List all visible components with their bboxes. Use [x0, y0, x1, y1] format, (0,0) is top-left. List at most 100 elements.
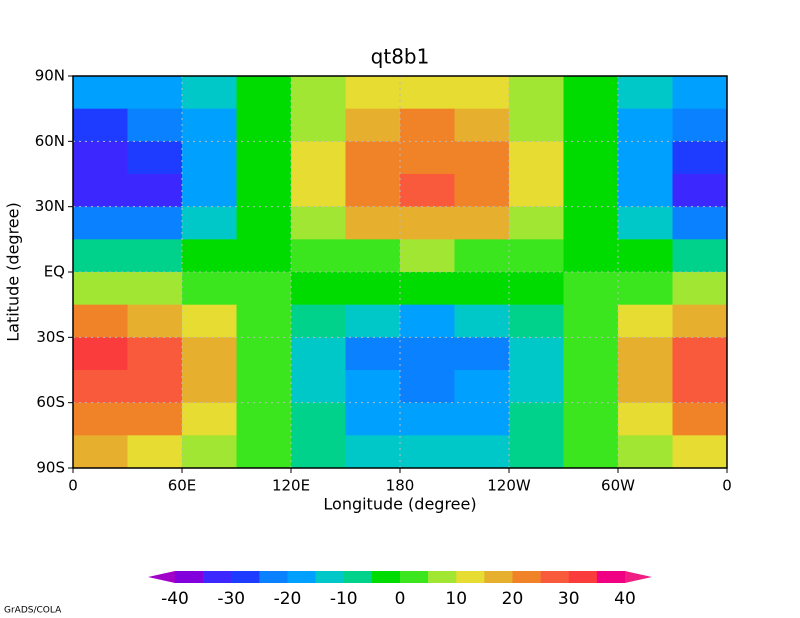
- contour-cell: [73, 76, 128, 110]
- contour-cell: [127, 108, 183, 142]
- colorbar-box: [484, 571, 513, 583]
- x-axis-label: Longitude (degree): [323, 495, 476, 514]
- contour-cell: [236, 206, 292, 240]
- contour-cell: [618, 174, 673, 208]
- contour-cell: [73, 206, 128, 240]
- contour-cell: [509, 304, 564, 338]
- contour-cell: [236, 141, 292, 175]
- y-tick-label: 30S: [36, 328, 65, 346]
- contour-cell: [73, 337, 128, 371]
- contour-cell: [73, 174, 128, 208]
- contour-cell: [345, 141, 401, 175]
- colorbar-triangle: [625, 571, 652, 583]
- colorbar-box: [175, 571, 204, 583]
- chart-title: qt8b1: [371, 45, 430, 69]
- colorbar-label: 20: [502, 589, 524, 609]
- contour-cell: [291, 76, 346, 110]
- colorbar-label: -20: [274, 589, 302, 609]
- contour-cell: [182, 239, 237, 273]
- contour-cell: [454, 337, 510, 371]
- contour-cell: [400, 337, 455, 371]
- contour-cell: [291, 141, 346, 175]
- contour-cell: [400, 206, 455, 240]
- contour-cell: [563, 239, 619, 273]
- contour-cell: [454, 304, 510, 338]
- contour-cell: [345, 108, 401, 142]
- x-tick-label: 120E: [272, 477, 310, 495]
- contour-cell: [618, 272, 673, 306]
- contour-cell: [563, 108, 619, 142]
- y-tick-label: 60S: [36, 393, 65, 411]
- contour-cell: [291, 435, 346, 469]
- contour-cell: [672, 174, 728, 208]
- x-tick-label: 60E: [168, 477, 197, 495]
- colorbar-box: [568, 571, 598, 583]
- contour-cell: [563, 304, 619, 338]
- contour-cell: [509, 370, 564, 404]
- contour-cell: [73, 435, 128, 469]
- contour-cell: [672, 304, 728, 338]
- colorbar-box: [400, 571, 429, 583]
- contour-cell: [509, 435, 564, 469]
- contour-cell: [291, 337, 346, 371]
- colorbar-box: [428, 571, 457, 583]
- contour-cell: [127, 206, 183, 240]
- colorbar-label: 0: [395, 589, 406, 609]
- contour-cell: [182, 141, 237, 175]
- contour-cell: [509, 174, 564, 208]
- contour-cell: [127, 174, 183, 208]
- contour-cell: [618, 206, 673, 240]
- y-tick-label: 60N: [35, 132, 65, 150]
- contour-cell: [236, 370, 292, 404]
- y-axis-label: Latitude (degree): [4, 202, 23, 342]
- contour-cell: [345, 304, 401, 338]
- contour-cell: [127, 337, 183, 371]
- contour-cell: [291, 304, 346, 338]
- contour-cell: [400, 370, 455, 404]
- contour-cell: [618, 435, 673, 469]
- contour-cell: [127, 272, 183, 306]
- y-tick-label: EQ: [44, 263, 65, 281]
- contour-cell: [127, 304, 183, 338]
- contour-cell: [454, 435, 510, 469]
- contour-cell: [73, 402, 128, 436]
- contour-cell: [618, 141, 673, 175]
- contour-cell: [291, 108, 346, 142]
- colorbar-box: [371, 571, 401, 583]
- contour-cell: [345, 206, 401, 240]
- contour-cell: [454, 141, 510, 175]
- contour-cell: [618, 108, 673, 142]
- contour-cell: [73, 108, 128, 142]
- contour-cell: [672, 76, 728, 110]
- contour-cell: [454, 108, 510, 142]
- contour-cell: [182, 76, 237, 110]
- contour-cell: [73, 370, 128, 404]
- contour-cell: [345, 337, 401, 371]
- contour-cell: [345, 402, 401, 436]
- footnote: GrADS/COLA: [4, 606, 62, 616]
- contour-cell: [73, 272, 128, 306]
- contour-cell: [618, 239, 673, 273]
- colorbar-label: 10: [445, 589, 467, 609]
- contour-cell: [563, 206, 619, 240]
- contour-cell: [182, 174, 237, 208]
- contour-cell: [400, 435, 455, 469]
- contour-cell: [236, 76, 292, 110]
- contour-cell: [400, 272, 455, 306]
- contour-cell: [454, 272, 510, 306]
- contour-cell: [127, 370, 183, 404]
- colorbar-label: 40: [614, 589, 636, 609]
- contour-cell: [563, 76, 619, 110]
- contour-cell: [400, 304, 455, 338]
- contour-cell: [672, 141, 728, 175]
- x-tick-label: 120W: [487, 477, 531, 495]
- contour-cell: [291, 402, 346, 436]
- contour-cell: [672, 402, 728, 436]
- colorbar-box: [259, 571, 288, 583]
- contour-cell: [400, 174, 455, 208]
- plot-frame: [72, 75, 728, 469]
- contour-cell: [73, 239, 128, 273]
- contour-cell: [236, 337, 292, 371]
- y-tick-label: 90S: [36, 459, 65, 477]
- contour-cell: [400, 108, 455, 142]
